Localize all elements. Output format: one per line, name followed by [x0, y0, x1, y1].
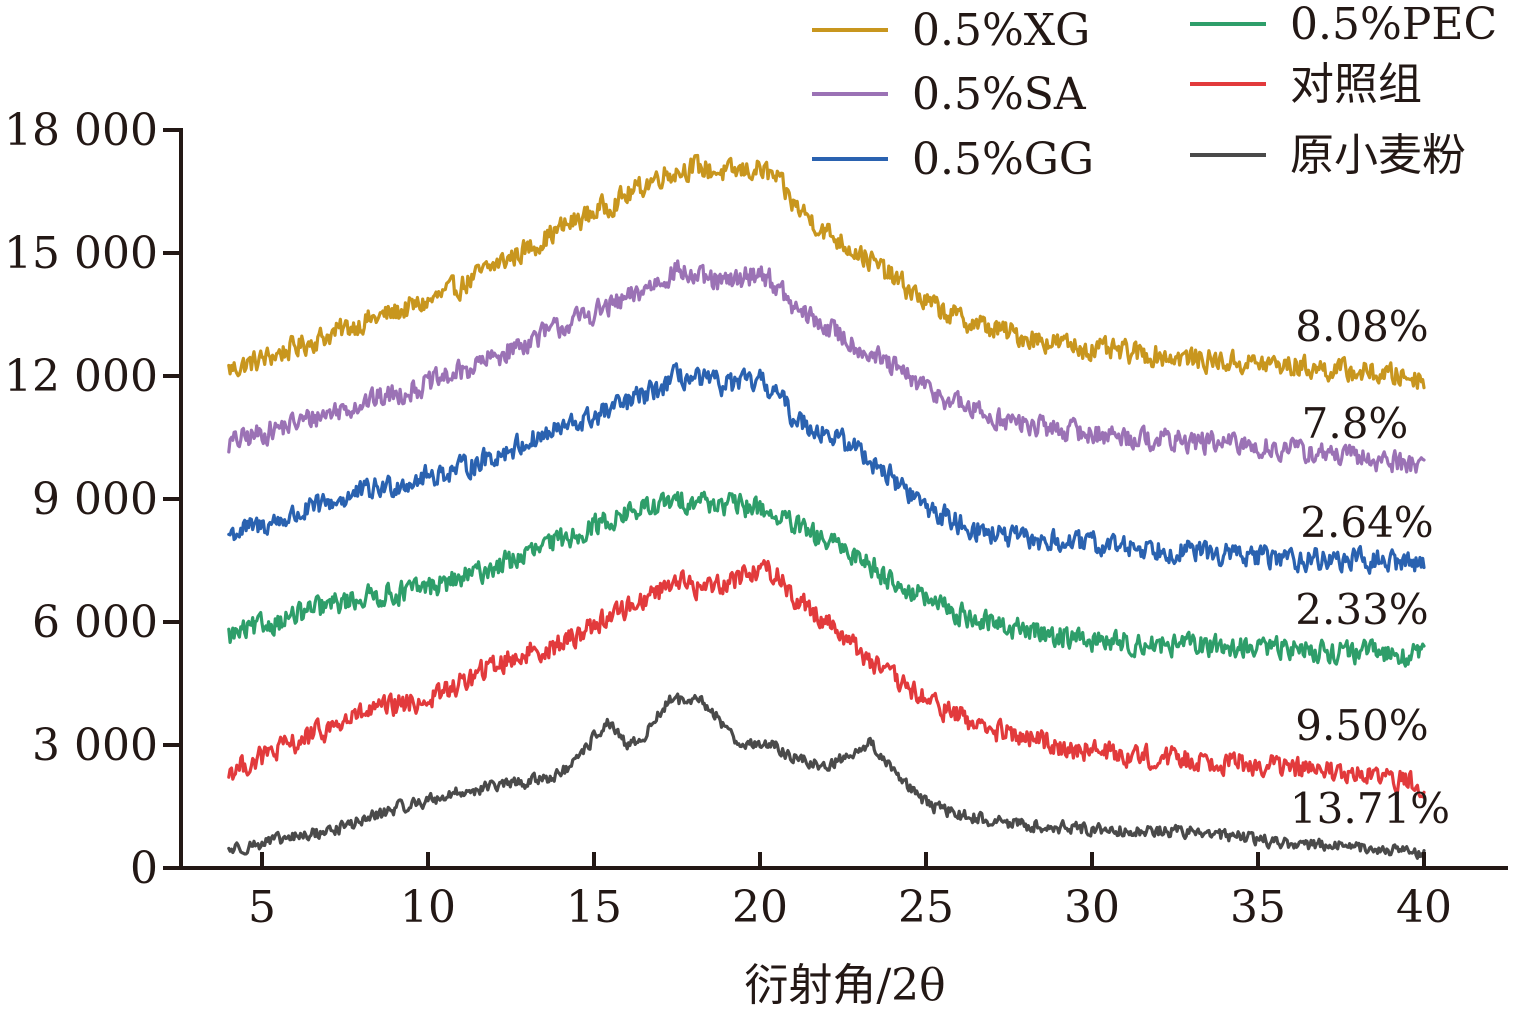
x-ticks: 5 10 15 20 25 30 35 40 [248, 852, 1452, 933]
series-layer [227, 153, 1426, 860]
series-line-5 [227, 692, 1426, 860]
x-tick-label: 15 [566, 882, 622, 933]
crystallinity-label: 8.08% [1295, 302, 1428, 351]
y-tick-label: 3 000 [32, 720, 158, 771]
series-line-2 [227, 362, 1426, 575]
crystallinity-label: 13.71% [1290, 784, 1450, 833]
legend-label: 0.5%SA [912, 69, 1087, 120]
crystallinity-label: 7.8% [1302, 399, 1409, 448]
crystallinity-label: 9.50% [1295, 701, 1428, 750]
x-tick-label: 5 [248, 882, 276, 933]
legend-label: 0.5%GG [912, 134, 1094, 185]
annotations: 8.08% 7.8% 2.64% 2.33% 9.50% 13.71% [1290, 302, 1450, 833]
y-tick-label: 6 000 [32, 597, 158, 648]
x-tick-label: 35 [1230, 882, 1286, 933]
series-line-1 [227, 259, 1426, 474]
legend-item: 0.5%PEC [1190, 0, 1497, 50]
x-tick-label: 20 [732, 882, 788, 933]
crystallinity-label: 2.33% [1295, 585, 1428, 634]
legend-item: 0.5%XG [812, 5, 1090, 56]
series-line-0 [227, 153, 1426, 390]
legend-label: 对照组 [1290, 59, 1422, 110]
y-tick-label: 12 000 [4, 351, 158, 402]
legend-item: 原小麦粉 [1190, 130, 1466, 181]
crystallinity-label: 2.64% [1300, 498, 1433, 547]
y-tick-label: 0 [130, 843, 158, 894]
x-tick-label: 40 [1396, 882, 1452, 933]
series-line-4 [227, 559, 1426, 799]
legend-item: 对照组 [1190, 59, 1422, 110]
legend-label: 0.5%XG [912, 5, 1090, 56]
x-axis-title: 衍射角/2θ [744, 960, 945, 1010]
legend-item: 0.5%GG [812, 134, 1094, 185]
y-tick-label: 9 000 [32, 474, 158, 525]
legend-label: 0.5%PEC [1290, 0, 1497, 50]
x-tick-label: 10 [400, 882, 456, 933]
x-tick-label: 30 [1064, 882, 1120, 933]
series-line-3 [227, 490, 1426, 668]
legend-label: 原小麦粉 [1290, 130, 1466, 181]
x-tick-label: 25 [898, 882, 954, 933]
y-tick-label: 15 000 [4, 228, 158, 279]
y-tick-label: 18 000 [4, 105, 158, 156]
legend-item: 0.5%SA [812, 69, 1087, 120]
y-ticks: 0 3 000 6 000 9 000 12 000 15 000 18 000 [4, 105, 181, 894]
